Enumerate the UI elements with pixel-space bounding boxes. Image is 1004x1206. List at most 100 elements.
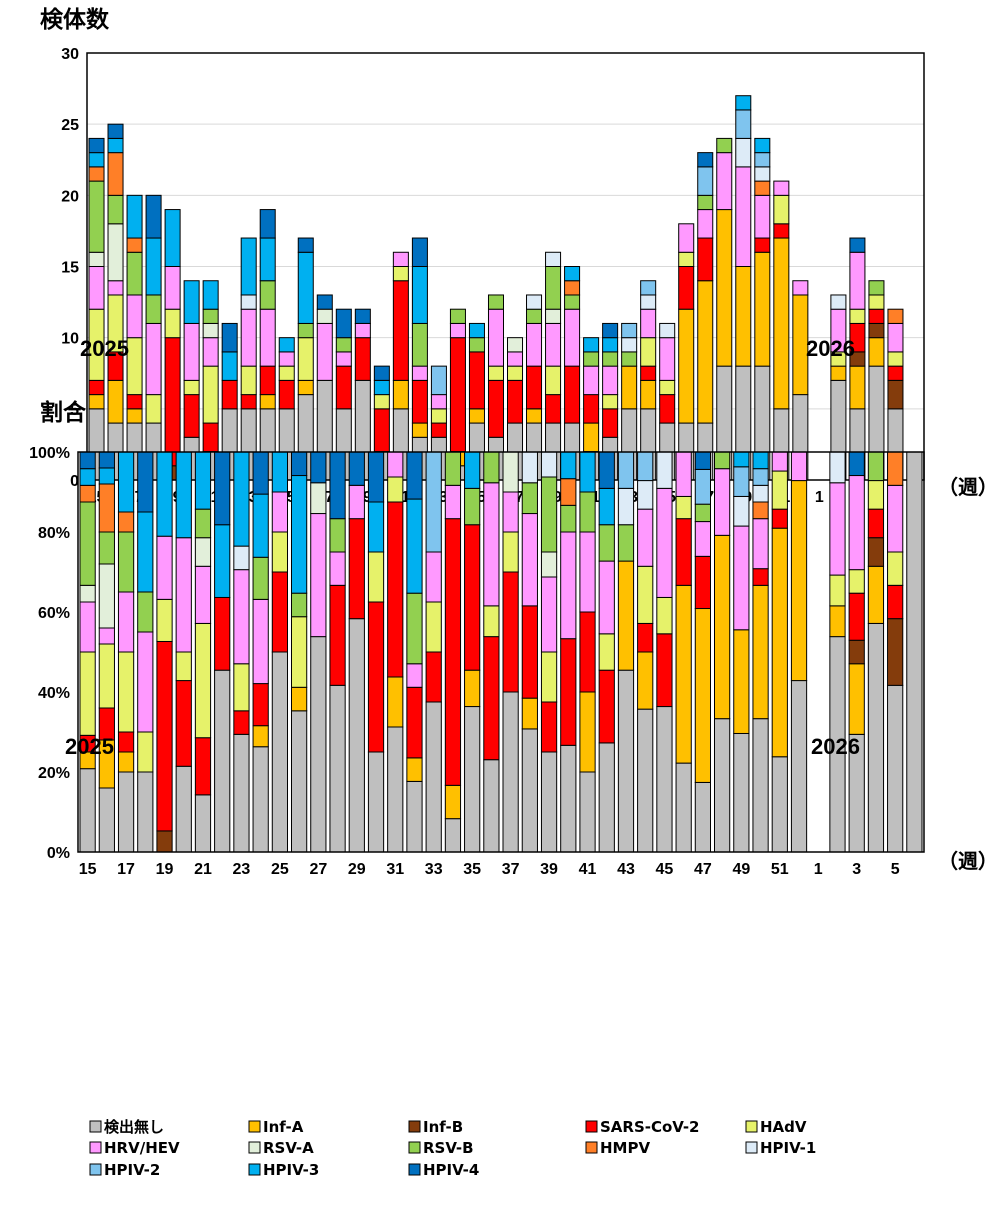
ratio-bar-segment-hmpv-wk50-35 — [752, 501, 769, 520]
legend-label-inf-a: Inf-A — [263, 1118, 304, 1136]
counts-bar-segment-sars-cov-2-wk46-31 — [678, 266, 695, 310]
counts-bar-segment-hpiv-1-wk45-30 — [659, 322, 676, 339]
counts-y-tick-label: 20 — [61, 188, 79, 205]
ratio-x-tick-label: 51 — [771, 861, 789, 878]
counts-bar-segment-hadv-wk39-24 — [545, 365, 562, 396]
ratio-bar-segment-hadv-wk3-40 — [848, 569, 865, 594]
ratio-bar-segment-hpiv-3-wk40-25 — [560, 451, 577, 480]
ratio-bar-segment-hpiv-1-wk44-29 — [637, 480, 654, 510]
counts-bar-segment-sars-cov-2-wk22-7 — [221, 379, 238, 410]
ratio-bar-segment-not-detected-wk23-8 — [233, 733, 250, 853]
ratio-bar-segment-hrv-hev-wk36-21 — [483, 482, 500, 607]
ratio-x-tick-label: 37 — [502, 861, 520, 878]
ratio-bar-segment-hadv-wk15-0 — [79, 651, 96, 736]
legend: 検出無し Inf-A Inf-B SARS-CoV-2 HAdV HRV/HEV RSV-A… — [89, 1118, 816, 1179]
ratio-bar-segment-hpiv-1-wk23-8 — [233, 545, 250, 571]
ratio-bar-segment-hpiv-3-wk42-27 — [598, 487, 615, 526]
ratio-bar-segment-hadv-wk51-36 — [771, 470, 788, 510]
ratio-bar-segment-hrv-hev-wk5-42 — [887, 484, 904, 553]
ratio-bar-segment-rsv-b-wk17-2 — [117, 531, 135, 593]
counts-bar-segment-hrv-hev-wk36-21 — [487, 308, 505, 367]
counts-bar-segment-hpiv-1-wk44-29 — [640, 294, 657, 310]
ratio-bar-segment-hrv-hev-wk21-6 — [194, 565, 212, 624]
counts-bar-segment-inf-a-wk15-0 — [88, 394, 105, 410]
ratio-bar-segment-hrv-hev-wk44-29 — [637, 508, 654, 567]
counts-bar-segment-hadv-wk30-15 — [373, 394, 390, 410]
ratio-bar-segment-hpiv-4-wk26-11 — [291, 451, 308, 477]
counts-bar-segment-rsv-b-wk41-26 — [583, 351, 600, 367]
counts-bar-segment-rsv-b-wk4-41 — [868, 280, 885, 296]
ratio-bar-segment-hpiv-3-wk32-17 — [406, 498, 423, 594]
counts-bar-segment-inf-a-wk50-35 — [754, 251, 771, 367]
counts-bar-segment-hpiv-1-wk39-24 — [545, 251, 562, 268]
ratio-bar-segment-hadv-wk16-1 — [98, 643, 115, 709]
counts-bar-segment-sars-cov-2-wk21-6 — [202, 422, 219, 453]
ratio-bar-segment-hrv-hev-wk28-13 — [329, 551, 346, 586]
ratio-bar-segment-hrv-hev-wk2-39 — [829, 482, 846, 576]
ratio-bar-segment-hpiv-1-wk39-24 — [540, 451, 558, 478]
counts-bar-segment-hpiv-4-wk16-1 — [107, 123, 124, 139]
ratio-bar-segment-rsv-a-wk21-6 — [194, 537, 212, 567]
counts-bar-segment-hrv-hev-wk19-4 — [164, 266, 181, 310]
counts-bar-segment-hrv-hev-wk37-22 — [507, 351, 524, 367]
ratio-bar-segment-sars-cov-2-wk37-22 — [502, 571, 519, 693]
ratio-bar-segment-rsv-b-wk28-13 — [329, 518, 346, 553]
ratio-y-tick-label: 80% — [38, 525, 70, 542]
counts-bar-segment-hrv-hev-wk29-14 — [354, 322, 371, 339]
ratio-bar-segment-inf-a-wk46-31 — [675, 584, 692, 764]
ratio-bar-segment-hpiv-3-wk18-3 — [137, 511, 154, 593]
ratio-x-tick-label: 41 — [579, 861, 597, 878]
ratio-bar-segment-sars-cov-2-wk33-18 — [425, 651, 442, 703]
counts-bar-segment-hpiv-4-wk28-13 — [335, 308, 352, 339]
legend-swatch-inf-a — [248, 1120, 261, 1133]
counts-bar-segment-hpiv-2-wk33-18 — [430, 365, 447, 396]
ratio-bar-segment-hpiv-4-wk47-32 — [694, 451, 712, 470]
counts-bar-segment-sars-cov-2-wk39-24 — [545, 394, 562, 424]
counts-bar-segment-hpiv-2-wk43-28 — [621, 322, 638, 339]
counts-bar-segment-inf-a-wk17-2 — [126, 408, 143, 424]
ratio-bar-segment-rsv-a-wk15-0 — [79, 584, 96, 603]
legend-swatch-inf-b — [408, 1120, 421, 1133]
ratio-bar-segment-hrv-hev-wk19-4 — [156, 535, 173, 600]
counts-bar-segment-inf-a-wk16-1 — [107, 379, 124, 424]
ratio-bar-segment-hpiv-4-wk42-27 — [598, 451, 615, 489]
ratio-bar-segment-not-detected-wk25-10 — [271, 651, 288, 853]
ratio-x-tick-label: 45 — [656, 861, 674, 878]
ratio-bar-segment-hpiv-3-wk16-1 — [98, 467, 115, 485]
ratio-bar-segment-inf-a-wk44-29 — [637, 651, 654, 710]
ratio-bar-segment-sars-cov-2-wk42-27 — [598, 669, 615, 744]
ratio-bar-segment-not-detected-wk24-9 — [252, 746, 269, 853]
counts-bar-segment-hrv-hev-wk48-33 — [716, 152, 733, 211]
ratio-bar-segment-not-detected-wk35-20 — [464, 706, 481, 853]
ratio-bar-segment-sars-cov-2-wk38-23 — [521, 605, 538, 699]
ratio-bar-segment-hrv-hev-wk40-25 — [560, 531, 577, 640]
counts-bar-segment-hrv-hev-wk21-6 — [202, 337, 219, 367]
ratio-bar-segment-hadv-wk42-27 — [598, 633, 615, 671]
ratio-bar-segment-sars-cov-2-wk34-19 — [444, 518, 462, 786]
counts-bar-segment-hpiv-3-wk23-8 — [240, 237, 257, 296]
counts-bar-segment-inf-a-wk32-17 — [411, 422, 428, 438]
counts-bar-segment-hadv-wk33-18 — [430, 408, 447, 424]
ratio-bar-segment-sars-cov-2-wk47-32 — [694, 555, 712, 610]
ratio-bar-segment-hpiv-3-wk23-8 — [233, 451, 250, 547]
counts-bar-segment-inf-a-wk41-26 — [583, 422, 600, 453]
counts-bar-segment-hrv-hev-wk38-23 — [526, 322, 543, 367]
counts-bar-segment-hadv-wk36-21 — [487, 365, 505, 381]
counts-bar-segment-hpiv-1-wk43-28 — [621, 337, 638, 353]
ratio-bar-segment-hadv-wk17-2 — [117, 651, 135, 733]
ratio-chart-title: 割合 — [40, 399, 87, 426]
counts-bar-segment-hadv-wk3-40 — [849, 308, 866, 324]
ratio-bar-segment-sars-cov-2-wk46-31 — [675, 518, 692, 586]
counts-bar-segment-rsv-b-wk39-24 — [545, 266, 562, 310]
ratio-bar-segment-hpiv-1-wk38-23 — [521, 451, 538, 484]
counts-bar-segment-sars-cov-2-wk38-23 — [526, 365, 543, 410]
ratio-bar-segment-hpiv-4-wk32-17 — [406, 451, 423, 500]
counts-bar-segment-hpiv-3-wk16-1 — [107, 137, 124, 154]
ratio-bar-segment-sars-cov-2-wk39-24 — [540, 701, 558, 753]
ratio-bar-segment-hrv-hev-wk27-12 — [310, 513, 327, 638]
ratio-bar-segment-sars-cov-2-wk17-2 — [117, 731, 135, 753]
ratio-bar-segment-hrv-hev-wk23-8 — [233, 569, 250, 665]
ratio-bar-segment-inf-a-wk43-28 — [617, 560, 635, 671]
ratio-bar-segment-hadv-wk26-11 — [291, 616, 308, 688]
ratio-bar-segment-hrv-hev-wk48-33 — [714, 468, 731, 536]
